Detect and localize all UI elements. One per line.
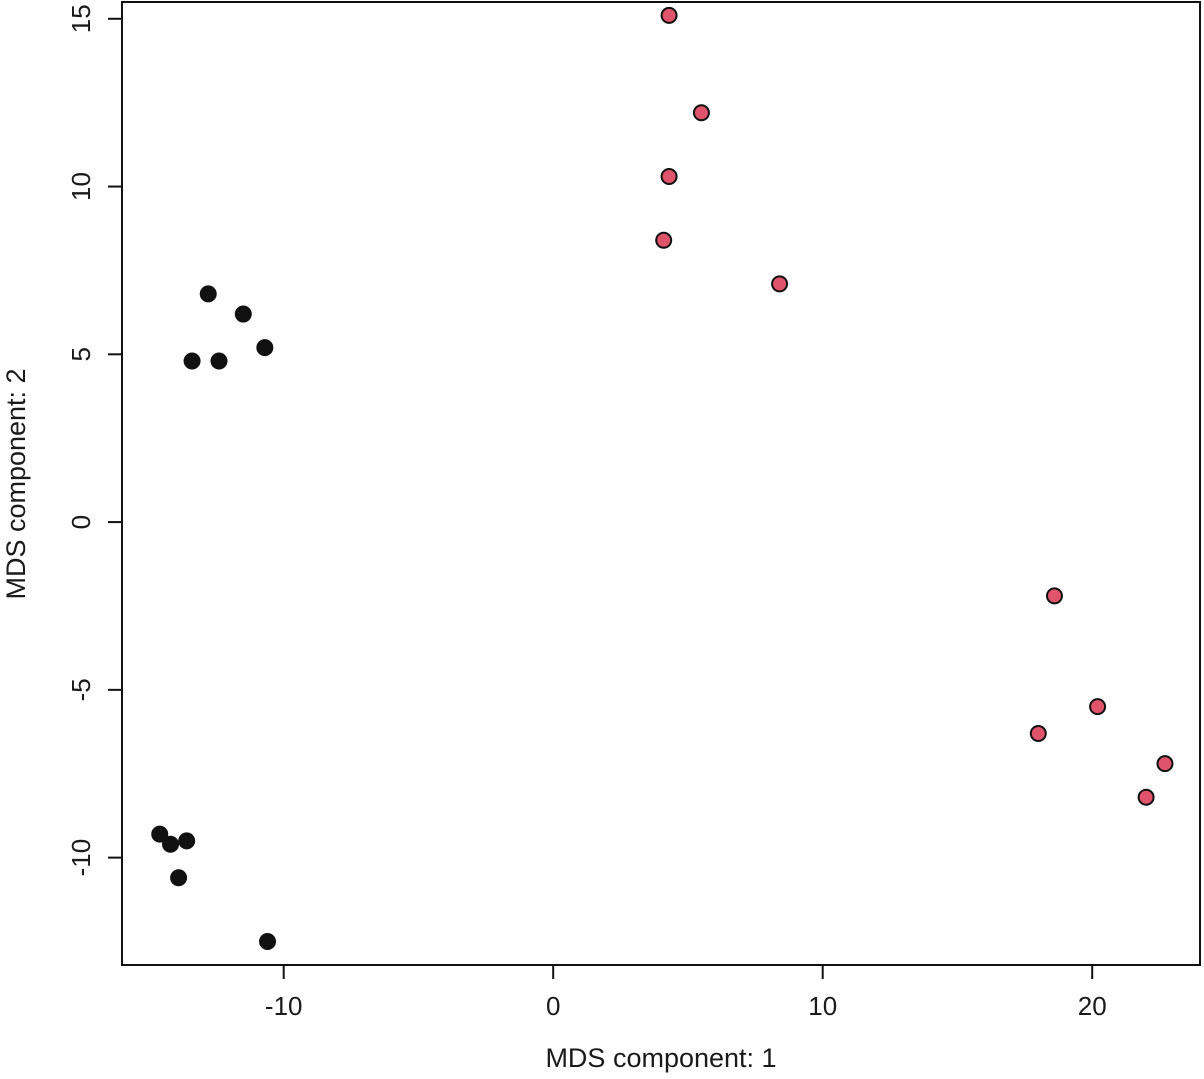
- point-black: [234, 305, 252, 323]
- x-axis-label: MDS component: 1: [545, 1043, 776, 1073]
- point-black: [259, 933, 277, 951]
- x-axis: -10 0 10 20: [265, 965, 1107, 1021]
- x-tick-label: 10: [808, 991, 837, 1021]
- point-red: [655, 231, 673, 249]
- point-red: [660, 167, 678, 185]
- y-tick-label: 10: [66, 172, 96, 201]
- y-tick-label: -10: [66, 839, 96, 877]
- point-red: [1137, 788, 1155, 806]
- y-tick-label: 15: [66, 4, 96, 33]
- point-red: [771, 275, 789, 293]
- point-black: [162, 835, 180, 853]
- point-black: [256, 339, 274, 357]
- data-points: [151, 6, 1174, 951]
- point-red: [1089, 698, 1107, 716]
- y-axis-label: MDS component: 2: [1, 368, 31, 599]
- point-black: [199, 285, 217, 303]
- point-black: [151, 825, 169, 843]
- y-tick-label: 5: [66, 347, 96, 361]
- point-black: [183, 352, 201, 370]
- plot-frame: [121, 1, 1201, 966]
- point-black: [170, 869, 188, 887]
- point-red: [1156, 755, 1174, 773]
- point-red: [660, 6, 678, 24]
- y-tick-label: -5: [66, 678, 96, 701]
- point-red: [1029, 724, 1047, 742]
- x-tick-label: 20: [1078, 991, 1107, 1021]
- x-tick-label: -10: [265, 991, 303, 1021]
- point-red: [1045, 587, 1063, 605]
- y-axis: -10 -5 0 5 10 15: [66, 4, 122, 876]
- x-tick-label: 0: [546, 991, 560, 1021]
- point-black: [178, 832, 196, 850]
- y-tick-label: 0: [66, 515, 96, 529]
- point-red: [692, 104, 710, 122]
- point-black: [210, 352, 228, 370]
